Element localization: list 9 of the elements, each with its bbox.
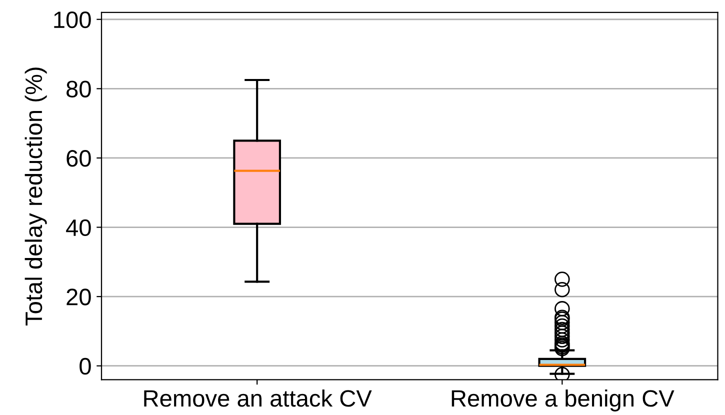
y-tick-label: 40 [66,219,91,236]
y-tick-label: 100 [54,11,91,28]
y-tick-label: 20 [66,288,91,306]
x-tick-label: Remove an attack CV [144,389,372,407]
y-axis-title: Total delay reduction (%) [24,68,47,326]
x-tick-label: Remove a benign CV [452,389,674,412]
y-tick-label: 0 [80,358,91,375]
y-tick-label: 80 [66,80,91,98]
y-tick-label: 60 [66,150,91,167]
